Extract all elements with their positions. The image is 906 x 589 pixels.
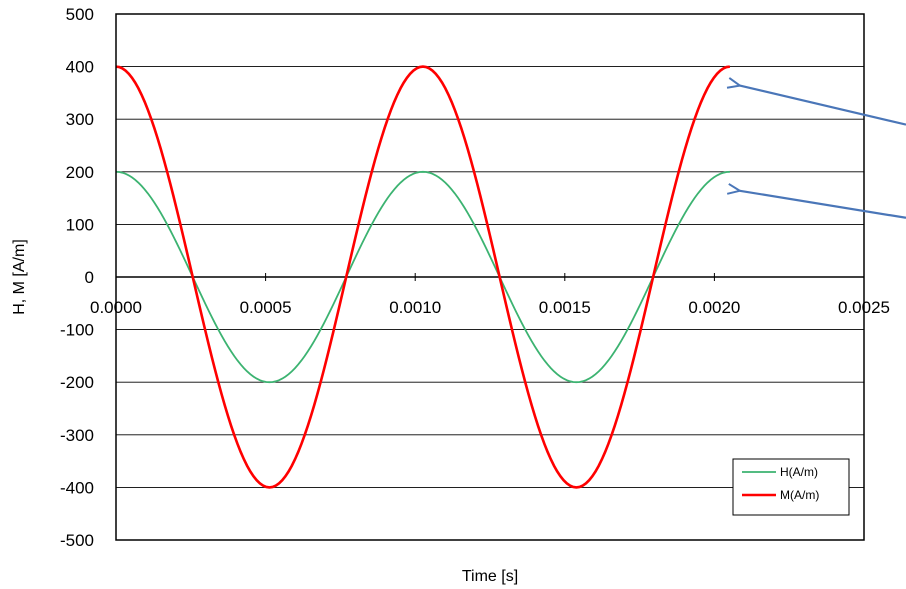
- series-lines: [115, 65, 731, 489]
- y-tick-label: -200: [60, 373, 94, 392]
- series-line-h: [115, 170, 730, 384]
- y-tick-label: -100: [60, 321, 94, 340]
- annotation-arrow: [740, 86, 906, 126]
- x-axis-title: Time [s]: [462, 568, 518, 585]
- y-tick-label: 500: [66, 5, 94, 24]
- y-tick-label: 200: [66, 163, 94, 182]
- annotation-arrow: [740, 191, 906, 219]
- grid-lines: [115, 66, 865, 488]
- legend-box: [732, 458, 850, 516]
- y-tick-label: -400: [60, 478, 94, 497]
- y-axis-title: H, M [A/m]: [11, 239, 28, 315]
- y-tick-label: 300: [66, 110, 94, 129]
- y-tick-label: 400: [66, 58, 94, 77]
- x-tick-label: 0.0025: [838, 298, 890, 317]
- series-line-m: [115, 65, 731, 489]
- y-tick-labels: 500 400 300 200 100 0 -100 -200 -300 -400 -500: [60, 5, 94, 550]
- x-tick-label: 0.0015: [539, 298, 591, 317]
- legend-label-h: H(A/m): [780, 465, 818, 479]
- x-tick-label: 0.0010: [389, 298, 441, 317]
- annotation-arrows: [740, 86, 906, 219]
- legend: H(A/m) M(A/m): [732, 458, 850, 516]
- plot-area-frame: [115, 13, 865, 541]
- x-tick-label: 0.0000: [90, 298, 142, 317]
- x-tick-labels: 0.0000 0.0005 0.0010 0.0015 0.0020 0.0025: [90, 298, 890, 317]
- legend-label-m: M(A/m): [780, 488, 819, 502]
- y-tick-label: -300: [60, 426, 94, 445]
- y-tick-label: 0: [85, 268, 94, 287]
- y-tick-label: -500: [60, 531, 94, 550]
- y-tick-label: 100: [66, 215, 94, 234]
- x-tick-label: 0.0020: [688, 298, 740, 317]
- x-tick-label: 0.0005: [240, 298, 292, 317]
